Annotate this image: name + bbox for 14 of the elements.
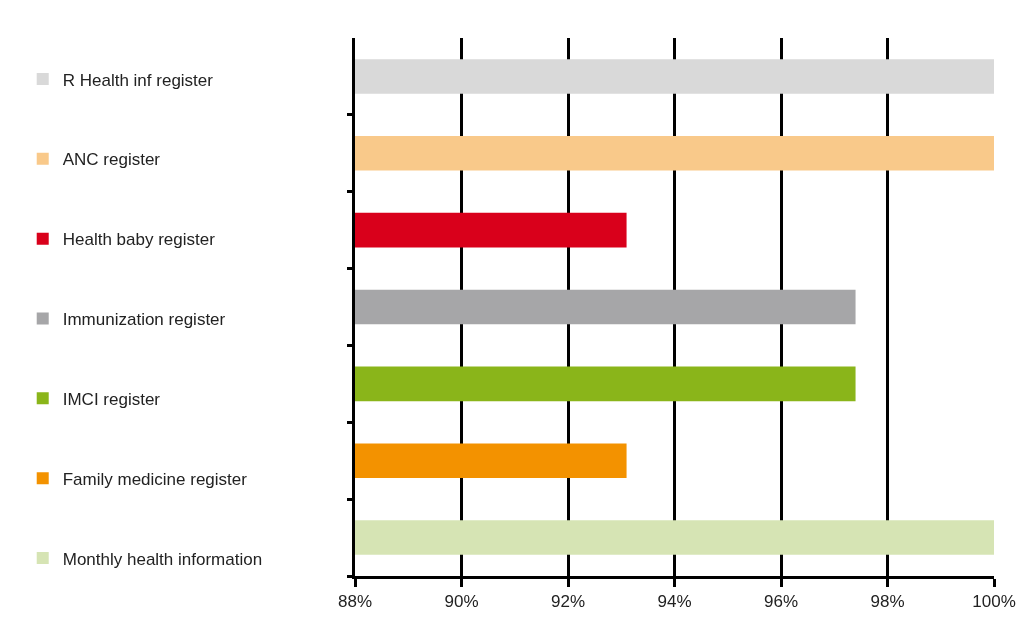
- x-tick-label: 96%: [763, 592, 799, 612]
- x-tick-label: 90%: [444, 592, 479, 612]
- x-tick-label: 100%: [972, 592, 1016, 612]
- legend-label: IMCI register: [62, 389, 161, 409]
- x-tick-label: 88%: [337, 592, 373, 612]
- legend-label: Health baby register: [62, 230, 216, 250]
- legend-label: R Health inf register: [62, 70, 214, 90]
- legend-label: Immunization register: [62, 310, 226, 330]
- legend-label: Family medicine register: [62, 469, 248, 489]
- x-tick-label: 98%: [870, 592, 905, 612]
- x-tick-label: 94%: [657, 592, 692, 612]
- x-tick-label: 92%: [550, 592, 586, 612]
- legend-label: ANC register: [62, 150, 161, 170]
- legend-label: Monthly health information: [62, 549, 263, 569]
